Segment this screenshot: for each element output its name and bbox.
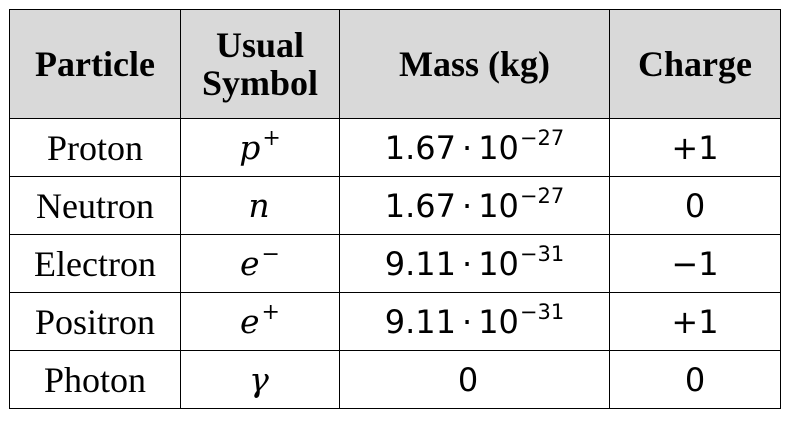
symbol-base: e (240, 244, 260, 283)
mass-multiply-dot: · (462, 129, 473, 167)
symbol-base: p (239, 128, 261, 167)
mass-base: 10 (478, 187, 519, 225)
mass-base: 10 (478, 245, 519, 283)
mass-cell: 9.11 · 10−31 (339, 292, 610, 351)
mass-base: 10 (478, 303, 519, 341)
mass-exponent: −27 (519, 126, 565, 150)
mass-multiply-dot: · (462, 245, 473, 283)
mass-mantissa: 9.11 (384, 303, 457, 341)
header-usual-symbol-line1: Usual (215, 25, 305, 65)
symbol-superscript: + (262, 126, 281, 151)
symbol-cell: n (180, 176, 340, 235)
symbol-cell: γ (180, 350, 340, 409)
header-particle: Particle (9, 9, 181, 119)
charge-value: +1 (671, 303, 719, 341)
table-header: Particle Usual Symbol Mass (kg) Charge (9, 9, 781, 119)
mass-cell: 1.67 · 10−27 (339, 176, 610, 235)
mass-multiply-dot: · (462, 187, 473, 225)
table-row: Proton p+ 1.67 · 10−27 +1 (9, 118, 781, 177)
mass-base: 10 (478, 129, 519, 167)
charge-cell: +1 (609, 118, 781, 177)
mass-cell: 0 (339, 350, 610, 409)
mass-exponent: −27 (519, 184, 565, 208)
table-row: Photon γ 0 0 (9, 350, 781, 409)
header-row: Particle Usual Symbol Mass (kg) Charge (9, 9, 781, 119)
particle-name-cell: Electron (9, 234, 181, 293)
mass-cell: 1.67 · 10−27 (339, 118, 610, 177)
mass-value: 0 (457, 361, 479, 399)
symbol-superscript: + (261, 300, 280, 325)
charge-cell: 0 (609, 176, 781, 235)
particle-name-cell: Positron (9, 292, 181, 351)
particle-name-cell: Proton (9, 118, 181, 177)
symbol-superscript: − (261, 242, 280, 267)
mass-mantissa: 1.67 (384, 129, 457, 167)
header-charge: Charge (609, 9, 781, 119)
charge-cell: +1 (609, 292, 781, 351)
symbol-base: e (240, 302, 260, 341)
header-usual-symbol-line2: Symbol (201, 63, 319, 103)
charge-value: 0 (684, 187, 706, 225)
table-row: Electron e− 9.11 · 10−31 −1 (9, 234, 781, 293)
header-usual-symbol: Usual Symbol (180, 9, 340, 119)
mass-mantissa: 1.67 (384, 187, 457, 225)
symbol-base: γ (249, 360, 269, 399)
header-mass: Mass (kg) (339, 9, 610, 119)
charge-value: +1 (671, 129, 719, 167)
symbol-cell: e− (180, 234, 340, 293)
symbol-base: n (248, 186, 270, 225)
table-body: Proton p+ 1.67 · 10−27 +1 Neutron n 1.67 · 1… (9, 118, 781, 409)
table-row: Positron e+ 9.11 · 10−31 +1 (9, 292, 781, 351)
charge-cell: 0 (609, 350, 781, 409)
particle-name-cell: Neutron (9, 176, 181, 235)
charge-value: 0 (684, 361, 706, 399)
symbol-cell: e+ (180, 292, 340, 351)
table-row: Neutron n 1.67 · 10−27 0 (9, 176, 781, 235)
mass-cell: 9.11 · 10−31 (339, 234, 610, 293)
particle-name-cell: Photon (9, 350, 181, 409)
mass-mantissa: 9.11 (384, 245, 457, 283)
particle-properties-table: Particle Usual Symbol Mass (kg) Charge P… (9, 9, 781, 409)
mass-exponent: −31 (519, 300, 565, 324)
mass-multiply-dot: · (462, 303, 473, 341)
mass-exponent: −31 (519, 242, 565, 266)
charge-cell: −1 (609, 234, 781, 293)
symbol-cell: p+ (180, 118, 340, 177)
charge-value: −1 (671, 245, 719, 283)
